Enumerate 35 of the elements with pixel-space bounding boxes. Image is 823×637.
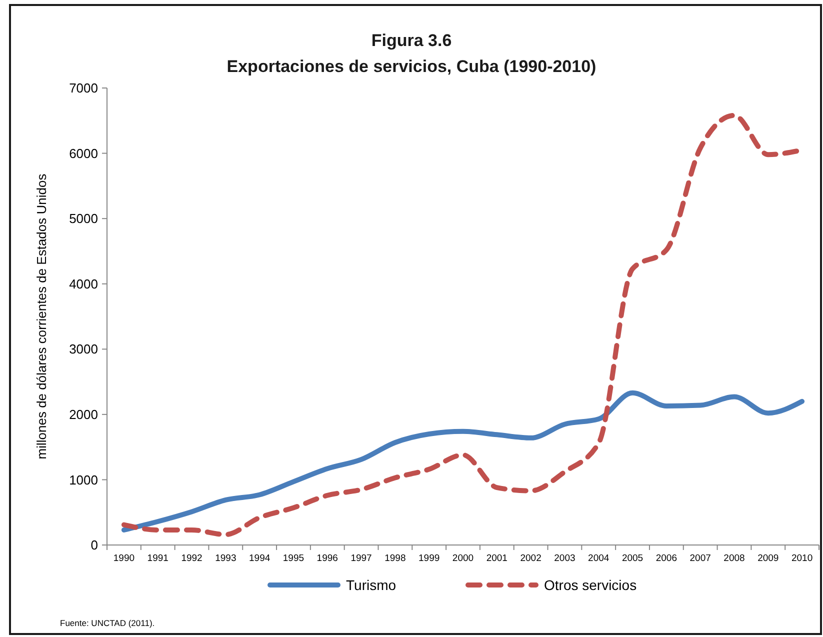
x-tick-label: 2000 bbox=[452, 553, 474, 564]
x-tick-label: 1996 bbox=[316, 553, 338, 564]
x-tick-label: 1998 bbox=[384, 553, 406, 564]
x-tick-label: 1991 bbox=[147, 553, 168, 564]
x-tick-label: 1997 bbox=[350, 553, 372, 564]
y-tick-label: 5000 bbox=[69, 211, 98, 226]
x-tick-label: 2002 bbox=[520, 553, 542, 564]
x-tick-label: 1990 bbox=[113, 553, 135, 564]
x-tick-label: 1992 bbox=[181, 553, 202, 564]
y-tick-label: 2000 bbox=[69, 406, 98, 422]
x-tick-label: 2006 bbox=[656, 553, 677, 564]
chart-subtitle: Exportaciones de servicios, Cuba (1990-2010) bbox=[226, 57, 596, 76]
x-tick-label: 2001 bbox=[486, 553, 508, 564]
x-tick-label: 1999 bbox=[418, 553, 440, 564]
y-tick-label: 3000 bbox=[69, 342, 98, 357]
y-tick-label: 6000 bbox=[69, 146, 98, 161]
x-tick-label: 2003 bbox=[554, 553, 576, 564]
y-axis-title: millones de dólares corrientes de Estados Unidos bbox=[34, 173, 49, 460]
y-tick-label: 0 bbox=[90, 538, 98, 553]
y-tick-label: 1000 bbox=[69, 472, 98, 488]
x-tick-label: 2008 bbox=[724, 553, 745, 564]
x-tick-label: 1995 bbox=[282, 553, 304, 564]
legend-label: Turismo bbox=[346, 576, 396, 593]
y-tick-label: 4000 bbox=[69, 276, 98, 292]
x-tick-label: 2010 bbox=[791, 553, 813, 564]
x-tick-label: 1994 bbox=[249, 553, 270, 564]
x-tick-label: 1993 bbox=[215, 553, 236, 564]
chart-title: Figura 3.6 bbox=[371, 31, 452, 50]
y-tick-label: 7000 bbox=[69, 80, 98, 96]
x-tick-label: 2009 bbox=[758, 553, 779, 564]
x-tick-label: 2004 bbox=[588, 553, 610, 564]
x-tick-label: 2007 bbox=[690, 553, 711, 564]
source-note: Fuente: UNCTAD (2011). bbox=[60, 618, 155, 628]
legend-label: Otros servicios bbox=[544, 576, 637, 593]
x-tick-label: 2005 bbox=[622, 553, 644, 564]
